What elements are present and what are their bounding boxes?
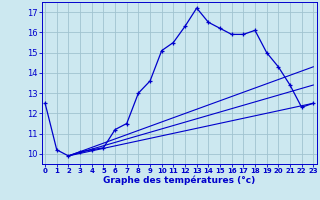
X-axis label: Graphe des températures (°c): Graphe des températures (°c) [103, 176, 255, 185]
